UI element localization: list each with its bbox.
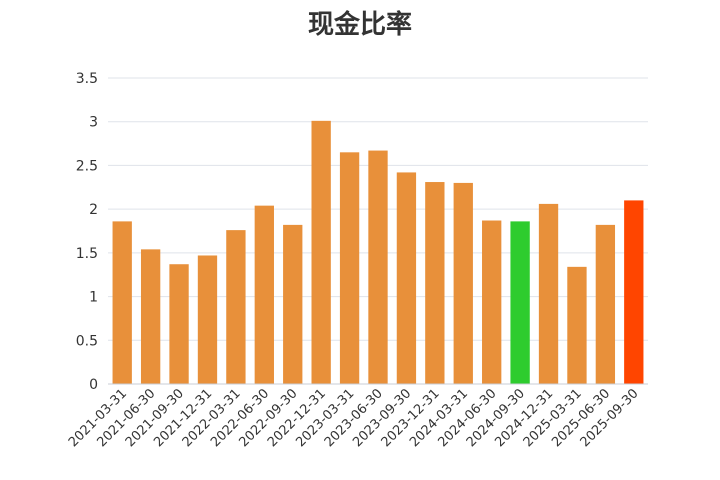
y-axis-ticks: 0 0.5 1 1.5 2 2.5 3 3.5: [76, 71, 98, 393]
y-tick-label: 2: [89, 202, 98, 218]
bar-2022-03-31: [226, 230, 245, 384]
bar-2022-09-30: [283, 225, 302, 384]
bar-2021-12-31: [198, 255, 217, 384]
bar-2024-03-31: [454, 183, 473, 384]
y-tick-label: 3: [89, 115, 98, 131]
bar-2023-06-30: [368, 151, 387, 384]
bar-2024-12-31: [539, 204, 558, 384]
y-tick-label: 1.5: [76, 246, 98, 262]
bar-2024-06-30: [482, 221, 501, 384]
bar-2022-12-31: [311, 121, 330, 384]
y-tick-label: 0: [89, 377, 98, 393]
y-tick-label: 1: [89, 290, 98, 306]
bar-2021-06-30: [141, 249, 160, 384]
x-axis-ticks: 2021-03-312021-06-302021-09-302021-12-31…: [66, 386, 642, 450]
bar-2021-09-30: [169, 264, 188, 384]
bar-2025-09-30: [624, 200, 643, 384]
bar-2025-06-30: [596, 225, 615, 384]
bar-2022-06-30: [255, 206, 274, 384]
y-tick-label: 3.5: [76, 71, 98, 87]
bar-2023-12-31: [425, 182, 444, 384]
bar-2023-03-31: [340, 152, 359, 384]
bar-2024-09-30: [510, 221, 529, 384]
bar-2021-03-31: [113, 221, 132, 384]
y-tick-label: 0.5: [76, 333, 98, 349]
chart-title: 现金比率: [308, 9, 412, 40]
bar-2023-09-30: [397, 172, 416, 384]
bar-2025-03-31: [567, 267, 586, 384]
y-tick-label: 2.5: [76, 158, 98, 174]
